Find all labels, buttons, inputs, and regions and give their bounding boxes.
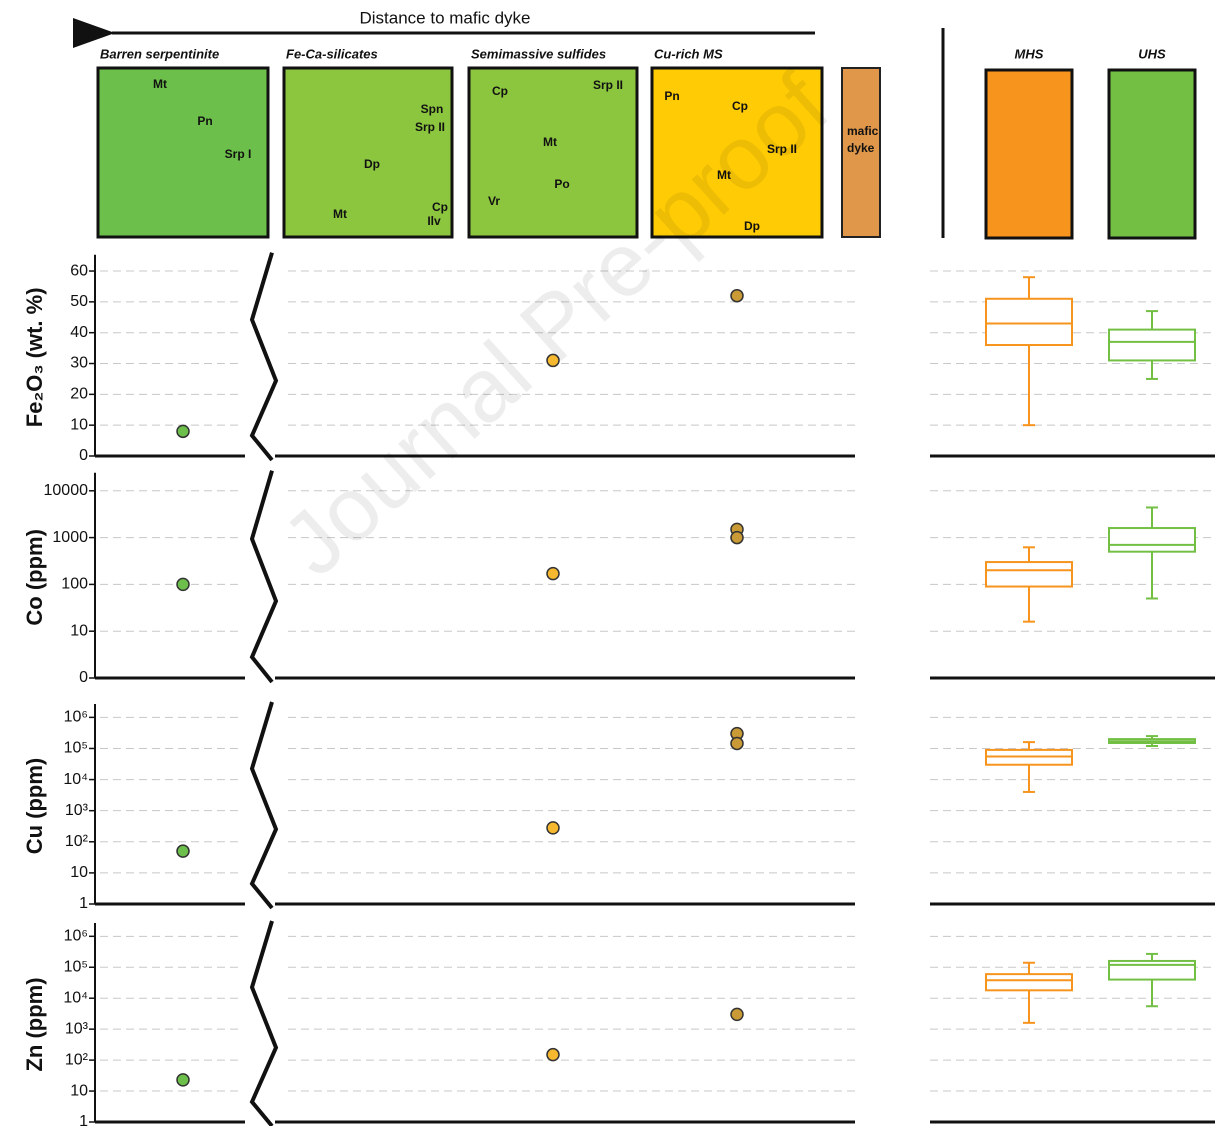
y-tick-label: 0 (79, 447, 88, 464)
point (176, 844, 190, 858)
y-tick-label: 10 (70, 864, 88, 881)
box (1108, 959, 1196, 981)
axis-break (249, 701, 279, 910)
box-plot (985, 741, 1073, 793)
box (985, 973, 1073, 992)
group-swatch (984, 68, 1074, 240)
box-plot (985, 961, 1073, 1024)
y-tick-label: 1000 (52, 529, 88, 546)
box-plot (1108, 952, 1196, 1008)
mineral-label: Dp (364, 157, 380, 171)
mineral-label: Spn (421, 102, 444, 116)
mineral-label: Ilv (427, 214, 441, 228)
mineral-label: Cp (492, 84, 508, 98)
point (546, 566, 560, 581)
point (546, 353, 560, 368)
y-tick-label: 10⁶ (64, 928, 88, 945)
mineral-label: Srp II (767, 142, 797, 156)
mineral-label: Srp I (225, 147, 252, 161)
y-tick-label: 10⁴ (63, 989, 88, 1006)
zone-box (650, 66, 824, 239)
y-tick-label: 10 (70, 416, 88, 433)
y-tick-label: 50 (70, 293, 88, 310)
group-label: UHS (1138, 46, 1166, 61)
mineral-label: Srp II (593, 78, 623, 92)
point (730, 1007, 744, 1022)
y-axis-title: Cu (ppm) (22, 758, 47, 855)
zone-box (96, 66, 270, 239)
y-tick-label: 10 (70, 1082, 88, 1099)
box-plot (1108, 735, 1196, 748)
dyke-label: mafic (847, 124, 879, 138)
y-axis-title: Fe₂O₃ (wt. %) (22, 287, 47, 427)
y-tick-label: 1 (79, 1113, 88, 1126)
axis-break (249, 252, 279, 462)
y-tick-label: 30 (70, 355, 88, 372)
zone-box (282, 66, 454, 239)
mineral-label: Mt (153, 77, 167, 91)
arrow-label: Distance to mafic dyke (359, 8, 530, 27)
y-tick-label: 10000 (44, 482, 89, 499)
mineral-label: Cp (732, 99, 748, 113)
box-plot (1108, 506, 1196, 600)
mineral-label: Dp (744, 219, 760, 233)
mineral-label: Vr (488, 194, 500, 208)
box-plot (985, 546, 1073, 623)
y-tick-label: 10² (65, 833, 89, 850)
box (985, 561, 1073, 588)
mineral-label: Mt (543, 135, 557, 149)
dyke (841, 67, 881, 238)
box (985, 297, 1073, 347)
y-tick-label: 10⁵ (64, 740, 88, 757)
zone-box (467, 66, 639, 239)
axis-break (249, 920, 279, 1126)
y-tick-label: 60 (70, 262, 88, 279)
mineral-label: Pn (664, 89, 679, 103)
point (176, 1073, 190, 1087)
mineral-label: Mt (717, 168, 731, 182)
point (546, 1047, 560, 1062)
axis-break (249, 470, 279, 684)
group-swatch (1107, 68, 1197, 240)
zone-label: Fe-Ca-silicates (286, 46, 378, 61)
point (730, 530, 744, 545)
y-tick-label: 10³ (65, 802, 89, 819)
box (1108, 527, 1196, 553)
y-axis-title: Zn (ppm) (22, 977, 47, 1071)
zone-label: Semimassive sulfides (471, 46, 606, 61)
y-tick-label: 1 (79, 895, 88, 912)
point (730, 288, 744, 303)
mineral-label: Pn (197, 114, 212, 128)
y-tick-label: 10⁶ (64, 709, 88, 726)
point (730, 736, 744, 751)
mineral-label: Po (554, 177, 569, 191)
y-tick-label: 20 (70, 386, 88, 403)
group-label: MHS (1015, 46, 1044, 61)
zone-label: Cu-rich MS (654, 46, 723, 61)
zone-label: Barren serpentinite (100, 46, 219, 61)
y-tick-label: 10⁴ (63, 771, 88, 788)
point (546, 821, 560, 835)
box (1108, 328, 1196, 362)
y-tick-label: 10 (70, 622, 88, 639)
point (176, 577, 190, 592)
dyke-label: dyke (847, 141, 875, 155)
box-plot (1108, 310, 1196, 380)
y-tick-label: 100 (61, 576, 88, 593)
y-axis-title: Co (ppm) (22, 529, 47, 626)
y-tick-label: 10³ (65, 1020, 89, 1037)
point (176, 424, 190, 439)
box-plot (985, 276, 1073, 427)
mineral-label: Mt (333, 207, 347, 221)
y-tick-label: 10⁵ (64, 958, 88, 975)
y-tick-label: 0 (79, 669, 88, 686)
mineral-label: Srp II (415, 120, 445, 134)
mineral-label: Cp (432, 200, 448, 214)
y-tick-label: 40 (70, 324, 88, 341)
y-tick-label: 10² (65, 1051, 89, 1068)
